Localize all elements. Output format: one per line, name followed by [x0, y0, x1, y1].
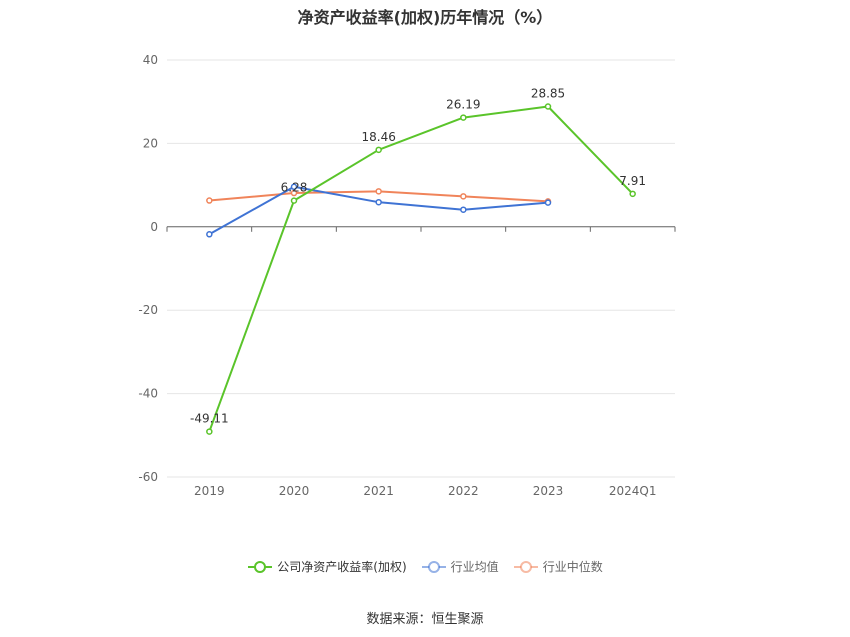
- series-line-0: [208, 105, 634, 432]
- data-point: [375, 188, 382, 195]
- y-tick-label: -40: [138, 387, 158, 401]
- data-point: [290, 197, 298, 204]
- data-label: 7.91: [619, 174, 646, 188]
- y-tick-label: -20: [138, 303, 158, 317]
- legend-item[interactable]: 行业中位数: [513, 558, 603, 575]
- legend-line-icon: [421, 560, 446, 573]
- legend-line-icon: [513, 560, 538, 573]
- y-tick-label: 40: [143, 53, 158, 67]
- legend-label: 行业均值: [450, 560, 499, 574]
- grid: [167, 59, 675, 478]
- x-tick-label: 2020: [279, 484, 310, 498]
- data-point: [460, 206, 467, 213]
- y-tick-label: -60: [138, 470, 158, 484]
- data-point: [460, 193, 467, 200]
- data-point: [629, 190, 636, 198]
- series-layer: [206, 103, 636, 435]
- data-label: 26.19: [446, 98, 480, 112]
- data-point: [375, 146, 382, 154]
- data-point: [206, 197, 213, 204]
- data-point: [375, 198, 382, 206]
- data-labels: -49.11 6.28 18.46 26.19 28.85 7.91: [190, 86, 646, 425]
- legend-line-icon: [248, 560, 273, 573]
- data-label: 28.85: [531, 86, 565, 100]
- data-point: [544, 199, 552, 206]
- legend-item[interactable]: 行业均值: [421, 558, 499, 575]
- data-point: [460, 114, 467, 121]
- chart-title: 净资产收益率(加权)历年情况（%）: [297, 8, 553, 27]
- y-tick-label: 20: [143, 136, 158, 150]
- legend-label: 行业中位数: [542, 560, 603, 574]
- x-tick-label: 2021: [363, 484, 394, 498]
- data-point: [544, 103, 552, 110]
- data-point: [206, 428, 213, 435]
- legend: 公司净资产收益率(加权) 行业均值 行业中位数: [0, 558, 850, 575]
- x-tick-label: 2023: [533, 484, 564, 498]
- data-point: [290, 189, 298, 197]
- x-tick-label: 2022: [448, 484, 479, 498]
- data-label: 18.46: [361, 130, 395, 144]
- data-point: [290, 183, 298, 191]
- legend-item[interactable]: 公司净资产收益率(加权): [247, 558, 407, 575]
- y-tick-label: 0: [150, 220, 158, 234]
- x-tick-label: 2019: [194, 484, 225, 498]
- data-label: 6.28: [281, 181, 308, 195]
- data-point: [206, 231, 213, 238]
- source-note: 数据来源：恒生聚源: [366, 612, 484, 627]
- x-tick-label: 2024Q1: [609, 484, 657, 498]
- legend-label: 公司净资产收益率(加权): [277, 560, 407, 574]
- axes: 40 20 0 -20 -40 -60 2019 2020 2021 2022 2023 2024Q1: [138, 53, 676, 498]
- data-label: -49.11: [190, 412, 229, 426]
